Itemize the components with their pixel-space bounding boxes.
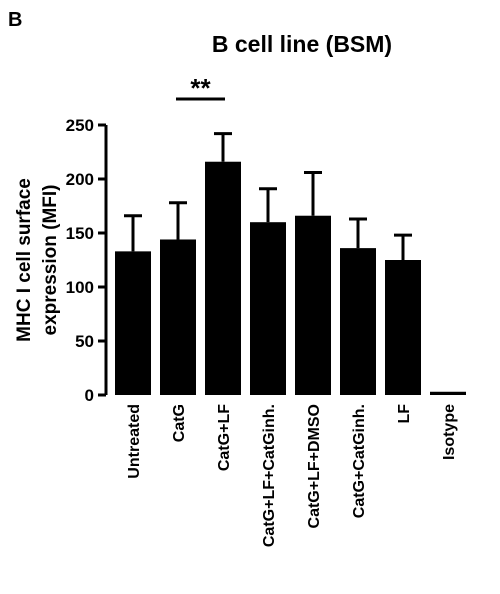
y-axis-label-line-2: expression (MFI): [40, 185, 61, 336]
y-tick-label: 150: [66, 224, 94, 243]
bar: [430, 391, 466, 395]
category-label: Untreated: [126, 404, 143, 479]
panel-label: B: [8, 9, 22, 31]
plot-area: 0 50 100 150 200 250 Untreated CatG CatG+LF CatG+…: [66, 73, 466, 547]
bar: [160, 239, 196, 395]
bar: [295, 215, 331, 395]
y-axis-label-line-1: MHC I cell surface: [14, 178, 35, 342]
category-label: CatG+LF+DMSO: [306, 404, 323, 528]
y-tick-label: 100: [66, 278, 94, 297]
y-tick-label: 250: [66, 116, 94, 135]
bar: [385, 260, 421, 395]
category-label: CatG+CatGinh.: [351, 404, 368, 518]
y-tick-label: 200: [66, 170, 94, 189]
significance-label: **: [190, 73, 211, 103]
bar: [340, 248, 376, 395]
category-label: CatG: [171, 404, 188, 442]
category-label: CatG+LF+CatGinh.: [261, 404, 278, 547]
bar: [115, 251, 151, 395]
chart-title: B cell line (BSM): [212, 31, 392, 57]
category-label: Isotype: [441, 404, 458, 460]
y-tick-label: 50: [75, 332, 94, 351]
y-tick-label: 0: [85, 386, 94, 405]
category-label: LF: [396, 404, 413, 424]
category-label: CatG+LF: [216, 404, 233, 471]
bar: [205, 161, 241, 395]
bar: [250, 222, 286, 395]
